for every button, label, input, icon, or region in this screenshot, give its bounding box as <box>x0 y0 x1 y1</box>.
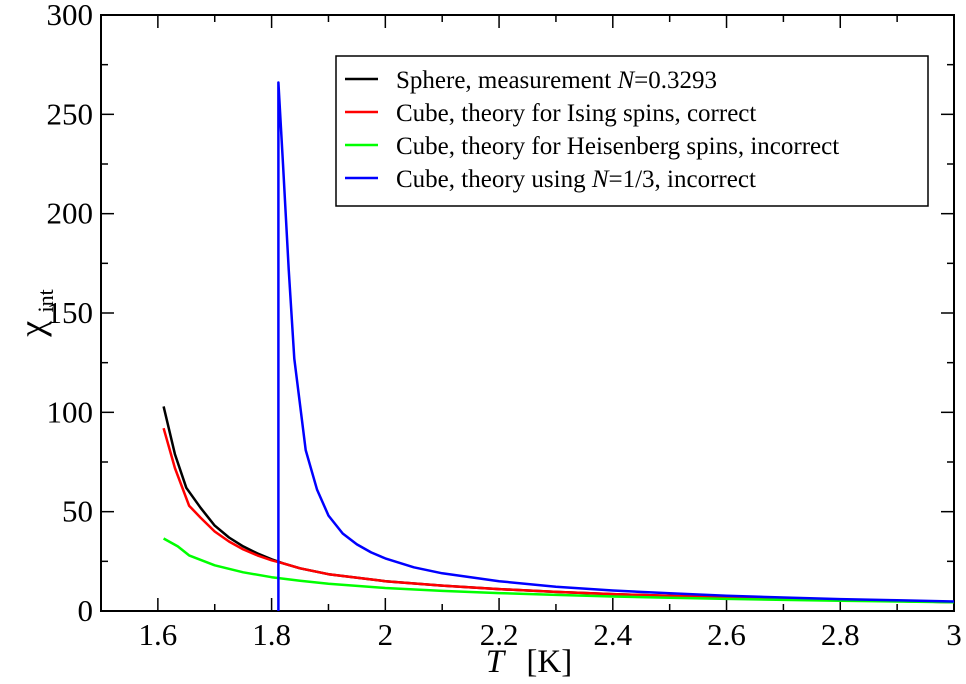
y-axis-title: χ int <box>12 289 58 337</box>
legend-label-3: Cube, theory using N=1/3, incorrect <box>396 166 756 193</box>
legend-text-post: =0.3293 <box>634 67 717 94</box>
legend-text-pre: Cube, theory for Ising spins, correct <box>396 100 756 127</box>
legend-label-2: Cube, theory for Heisenberg spins, incor… <box>396 133 839 160</box>
y-tick-label: 300 <box>47 0 94 32</box>
series-line-1 <box>162 427 955 604</box>
y-axis-subscript: int <box>33 289 58 312</box>
legend-text-italic: N <box>591 166 610 193</box>
series-lines <box>162 81 955 611</box>
series-line-2 <box>162 537 955 604</box>
series-line-0 <box>162 406 955 604</box>
x-tick-label: 2.8 <box>821 617 860 652</box>
x-axis-variable: T <box>486 644 507 680</box>
x-tick-label: 1.8 <box>252 617 291 652</box>
x-tick-label: 2 <box>378 617 394 652</box>
y-tick-label: 200 <box>47 196 94 231</box>
y-tick-label: 100 <box>47 394 94 429</box>
x-tick-label: 1.6 <box>138 617 177 652</box>
legend-box <box>335 55 929 207</box>
legend-label-1: Cube, theory for Ising spins, correct <box>396 100 756 127</box>
y-tick-label: 150 <box>47 295 94 330</box>
x-tick-label: 2.6 <box>707 617 746 652</box>
legend-text-pre: Sphere, measurement <box>396 67 617 94</box>
x-tick-label: 3 <box>946 617 962 652</box>
legend-text-italic: N <box>616 67 635 94</box>
y-tick-label: 250 <box>47 96 94 131</box>
y-tick-label: 50 <box>62 494 93 529</box>
legend-label-0: Sphere, measurement N=0.3293 <box>396 67 717 94</box>
legend-text-pre: Cube, theory for Heisenberg spins, incor… <box>396 133 839 160</box>
x-axis-unit: [K] <box>526 644 572 680</box>
legend-text-pre: Cube, theory using <box>396 166 592 193</box>
y-tick-label: 0 <box>78 593 94 628</box>
legend-text-post: =1/3, incorrect <box>609 166 756 193</box>
series-line-3 <box>277 81 955 611</box>
x-axis-title: T [K] <box>486 644 572 680</box>
x-tick-label: 2.2 <box>480 617 519 652</box>
axis-ticks: 1.6 1.8 2 2.2 2.4 2.6 2.8 3 0 50 100 150 200 250 300 <box>47 0 962 652</box>
y-axis-symbol: χ <box>12 321 52 338</box>
x-tick-label: 2.4 <box>593 617 632 652</box>
